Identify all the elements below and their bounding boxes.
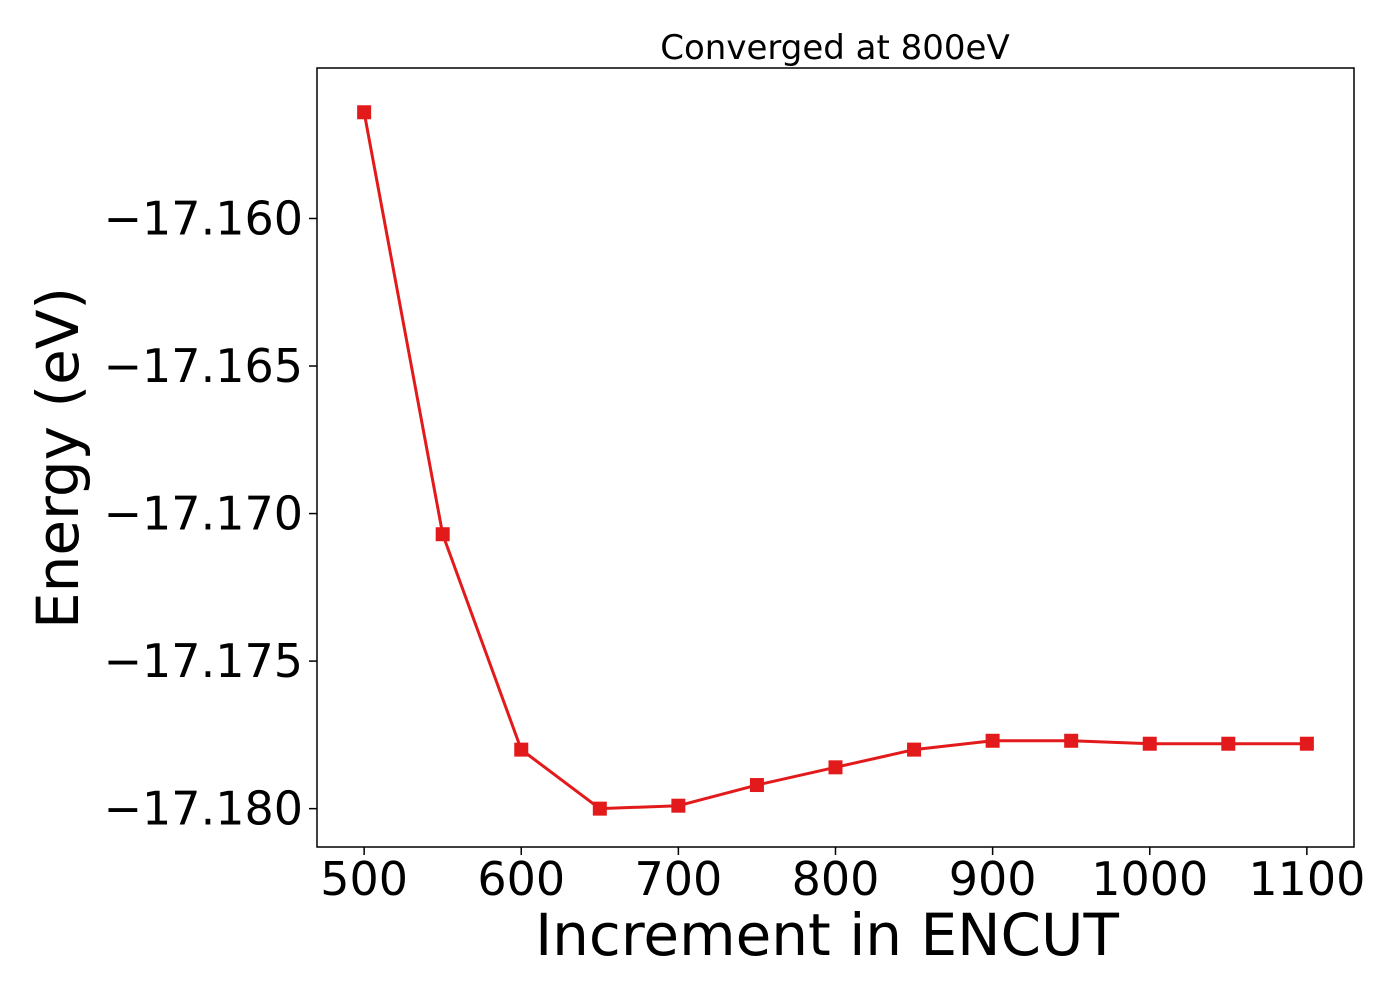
x-tick-label: 900	[949, 852, 1037, 906]
x-tick-label: 500	[320, 852, 408, 906]
data-point-marker	[907, 742, 922, 757]
x-axis-label: Increment in ENCUT	[535, 901, 1119, 969]
data-point-marker	[1064, 733, 1079, 748]
chart-title: Converged at 800eV	[660, 28, 1009, 68]
plot-area-frame	[316, 67, 1355, 848]
data-point-marker	[1142, 736, 1157, 751]
data-point-marker	[828, 760, 843, 775]
data-point-marker	[592, 801, 607, 816]
data-point-marker	[749, 778, 764, 793]
data-point-marker	[1299, 736, 1314, 751]
series-line	[362, 111, 1307, 811]
series-layer	[357, 105, 1314, 816]
data-point-marker	[671, 798, 686, 813]
x-tick-label: 1000	[1091, 852, 1208, 906]
y-tick-label: −17.175	[104, 634, 304, 688]
y-tick-label: −17.160	[104, 191, 304, 245]
data-point-marker	[435, 527, 450, 542]
y-tick-label: −17.165	[104, 339, 304, 393]
data-point-marker	[514, 742, 529, 757]
x-axis: 500 600 700 800 900 1000 1100	[320, 847, 1365, 906]
x-tick-label: 700	[634, 852, 722, 906]
y-axis-label: Energy (eV)	[24, 287, 92, 629]
y-axis: −17.160 −17.165 −17.170 −17.175 −17.180	[104, 191, 317, 836]
x-tick-label: 800	[792, 852, 880, 906]
y-tick-label: −17.180	[104, 782, 304, 836]
data-point-marker	[1221, 736, 1236, 751]
x-tick-label: 1100	[1248, 852, 1365, 906]
x-tick-label: 600	[477, 852, 565, 906]
y-tick-label: −17.170	[104, 487, 304, 541]
data-point-marker	[357, 105, 372, 120]
data-point-marker	[985, 733, 1000, 748]
